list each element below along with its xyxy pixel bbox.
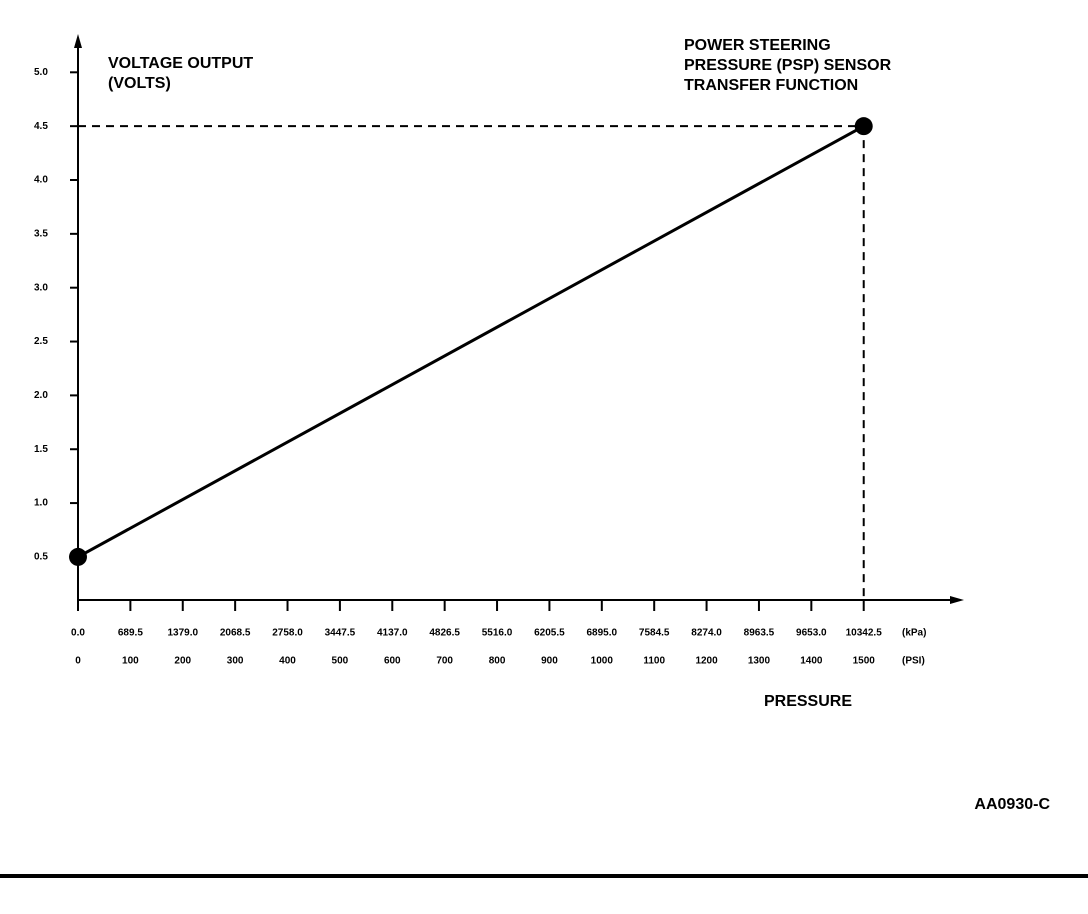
y-tick-label: 3.0 [34,282,48,293]
y-tick-label: 5.0 [34,67,48,78]
x-tick-label: 200 [174,656,191,667]
y-axis-arrow [74,34,82,48]
x2-tick-label: 689.5 [118,628,143,639]
chart-title: POWER STEERING [684,37,831,54]
x-tick-label: 1500 [853,656,876,667]
x-tick-label: 1200 [695,656,718,667]
x2-tick-label: 9653.0 [796,628,827,639]
x2-tick-label: 6205.5 [534,628,565,639]
y-axis-label: VOLTAGE OUTPUT [108,55,253,72]
y-tick-label: 4.0 [34,175,48,186]
x2-tick-label: 4826.5 [429,628,460,639]
x2-tick-label: 2068.5 [220,628,251,639]
x2-tick-label: 7584.5 [639,628,670,639]
x-tick-label: 0 [75,656,81,667]
x2-tick-label: 0.0 [71,628,85,639]
x-tick-label: 100 [122,656,139,667]
x-tick-label: 500 [332,656,349,667]
y-tick-label: 1.0 [34,498,48,509]
x-axis-label: PRESSURE [764,693,852,710]
y-tick-label: 2.0 [34,390,48,401]
chart-title: TRANSFER FUNCTION [684,77,858,94]
x2-tick-label: 6895.0 [587,628,618,639]
x2-tick-label: 8274.0 [691,628,722,639]
y-tick-label: 0.5 [34,552,48,563]
x-tick-label: 1400 [800,656,823,667]
x2-unit: (kPa) [902,628,926,639]
x-tick-label: 1000 [591,656,614,667]
x2-tick-label: 3447.5 [325,628,356,639]
data-point [69,547,87,566]
x-tick-label: 1100 [643,656,665,667]
y-axis-label: (VOLTS) [108,75,171,92]
x-tick-label: 300 [227,656,244,667]
x-axis-arrow [950,596,964,604]
y-tick-label: 4.5 [34,121,48,132]
x2-tick-label: 4137.0 [377,628,408,639]
x-tick-label: 700 [436,656,453,667]
data-point [854,117,873,136]
y-tick-label: 1.5 [34,444,48,455]
data-line [77,124,865,559]
x2-tick-label: 8963.5 [744,628,775,639]
x-tick-label: 800 [489,656,506,667]
x2-tick-label: 1379.0 [167,628,198,639]
x-tick-label: 900 [541,656,558,667]
x-tick-label: 400 [279,656,296,667]
x2-tick-label: 10342.5 [846,628,883,639]
figure-code: AA0930-C [974,796,1050,813]
y-tick-label: 2.5 [34,336,48,347]
chart-title: PRESSURE (PSP) SENSOR [684,57,892,74]
x-tick-label: 1300 [748,656,771,667]
y-tick-label: 3.5 [34,228,48,239]
x2-tick-label: 5516.0 [482,628,513,639]
x-tick-label: 600 [384,656,401,667]
x-unit: (PSI) [902,656,925,667]
x2-tick-label: 2758.0 [272,628,303,639]
